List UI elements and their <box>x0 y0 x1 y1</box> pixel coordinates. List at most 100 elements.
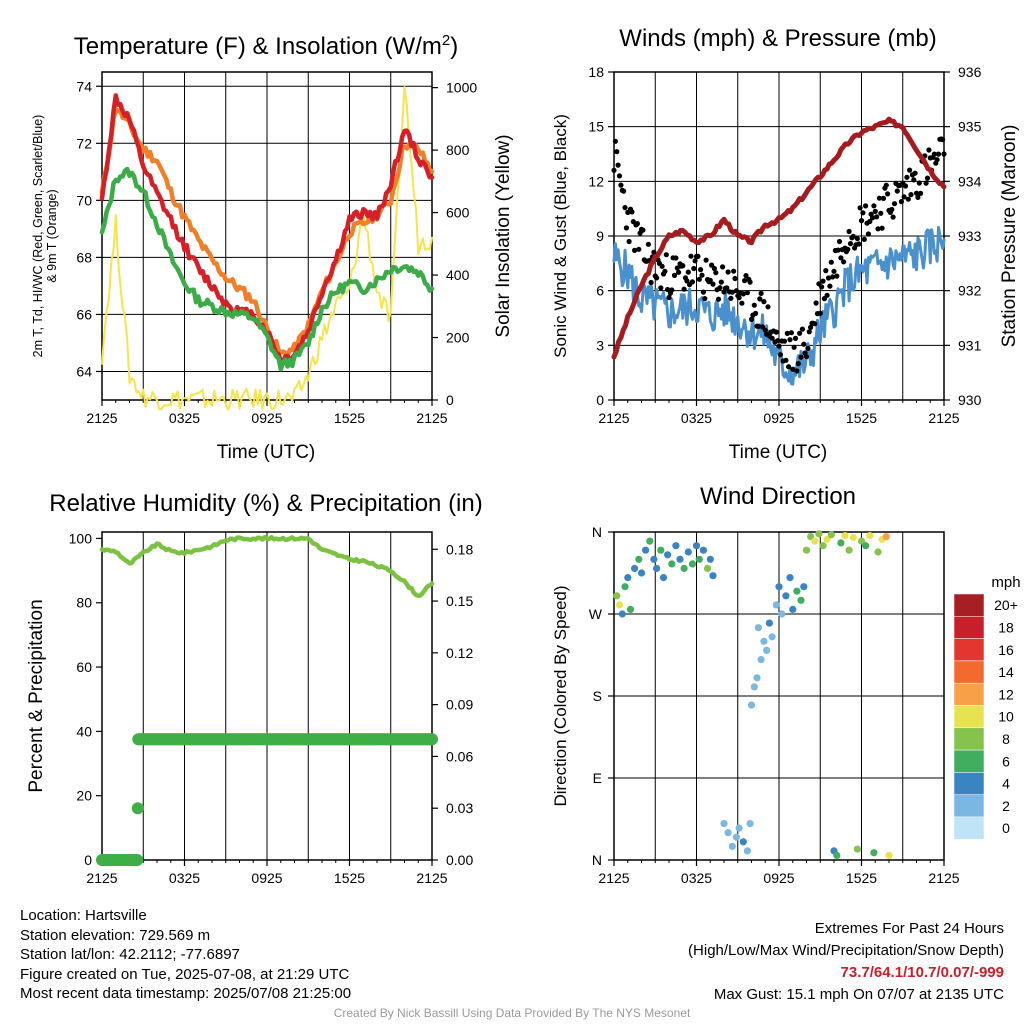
gust-point <box>758 290 764 296</box>
max-gust: Max Gust: 15.1 mph On 07/07 at 2135 UTC <box>713 986 1004 1003</box>
direction-xtick-label: 1525 <box>846 870 877 886</box>
gust-point <box>773 329 779 335</box>
gust-point <box>728 295 734 301</box>
direction-point <box>797 596 805 604</box>
direction-xtick-label: 0325 <box>681 870 712 886</box>
gust-point <box>838 255 844 261</box>
direction-point <box>664 551 672 559</box>
wind-ytick-right-label: 932 <box>958 283 982 299</box>
gust-point <box>867 218 873 225</box>
gust-point <box>695 253 701 259</box>
gust-point <box>761 299 767 305</box>
figure-created: Figure created on Tue, 2025-07-08, at 21… <box>20 965 350 983</box>
direction-point <box>853 845 862 853</box>
gust-point <box>885 191 891 197</box>
direction-point <box>845 546 853 554</box>
wind-xtick-label: 0325 <box>681 410 712 426</box>
gust-point <box>629 209 635 215</box>
gust-point <box>700 289 707 295</box>
colorbar-label: 8 <box>1002 731 1010 747</box>
direction-point <box>668 560 676 568</box>
gust-point <box>742 278 748 284</box>
colorbar-swatch <box>953 749 985 773</box>
gust-point <box>753 310 759 316</box>
direction-point <box>807 533 815 541</box>
gust-point <box>857 205 863 211</box>
gust-point <box>717 285 723 291</box>
wind-ytick-right-label: 933 <box>958 228 982 244</box>
gust-point <box>904 174 910 180</box>
gust-point <box>891 201 898 207</box>
gust-point <box>611 167 617 173</box>
gust-point <box>732 275 738 282</box>
wind-pressure-panel: Winds (mph) & Pressure (mb) Time (UTC) S… <box>551 25 1020 463</box>
gust-point <box>707 277 713 283</box>
temperature-xtick-label: 0925 <box>251 410 282 426</box>
temperature-title: Temperature (F) & Insolation (W/m2) <box>74 32 458 60</box>
humidity-ytick-right-label: 0.09 <box>446 697 473 713</box>
wind-pressure-title: Winds (mph) & Pressure (mb) <box>619 25 936 52</box>
gust-point <box>792 335 799 341</box>
gust-point <box>835 247 841 253</box>
gust-point <box>715 296 722 302</box>
gust-point <box>645 241 652 247</box>
gust-point <box>791 344 797 350</box>
direction-point <box>746 820 754 828</box>
wind-ytick-right-label: 934 <box>958 173 982 189</box>
temperature-xtick-label: 2125 <box>86 410 117 426</box>
gust-point <box>908 192 914 198</box>
direction-point <box>841 532 849 540</box>
gust-point <box>781 338 788 344</box>
humidity-ytick-right-label: 0.12 <box>446 645 473 661</box>
gust-point <box>654 275 660 281</box>
wind-xtick-label: 0925 <box>763 410 794 426</box>
gust-point <box>711 265 718 272</box>
temperature-ytick-label: 70 <box>76 192 92 208</box>
gust-point <box>788 330 795 336</box>
direction-point <box>692 542 701 550</box>
temperature-ylabel-left-line1: 2m T, Td, HI/WC (Red, Green, Scarlet/Blu… <box>31 115 45 358</box>
humidity-xtick-label: 2125 <box>86 870 117 886</box>
direction-xtick-label: 0925 <box>763 870 794 886</box>
wind-direction-title: Wind Direction <box>700 483 856 510</box>
gust-point <box>898 199 905 205</box>
gust-point <box>916 180 922 186</box>
gust-point <box>875 226 881 232</box>
gust-point <box>806 329 812 335</box>
gust-point <box>658 285 664 291</box>
recent-timestamp: Most recent data timestamp: 2025/07/08 2… <box>20 985 352 1003</box>
gust-point <box>751 302 757 308</box>
gust-point <box>876 195 883 201</box>
wind-pressure-xlabel: Time (UTC) <box>729 442 828 463</box>
direction-point <box>613 592 621 600</box>
gust-point <box>911 177 917 183</box>
precip-point <box>426 733 438 746</box>
colorbar-label: 10 <box>998 709 1014 725</box>
humidity-ytick-right-label: 0.18 <box>446 541 473 557</box>
gust-point <box>747 279 753 285</box>
gust-point <box>689 279 696 285</box>
colorbar-swatch <box>953 638 985 662</box>
gust-point <box>827 283 833 289</box>
temperature-ytick-label: 68 <box>76 249 92 265</box>
gust-point <box>847 241 854 247</box>
direction-point <box>695 555 703 563</box>
gust-point <box>797 330 803 336</box>
direction-point <box>750 683 758 691</box>
extremes-values: 73.7/64.1/10.7/0.07/-999 <box>840 964 1004 981</box>
direction-point <box>650 555 658 563</box>
direction-point <box>735 824 743 832</box>
gust-point <box>850 233 856 239</box>
precip-point <box>131 802 144 815</box>
humidity-ytick-label: 80 <box>76 595 92 611</box>
gust-point <box>685 269 691 275</box>
colorbar-label: 4 <box>1002 776 1010 792</box>
gust-point <box>794 368 800 374</box>
colorbar-swatch <box>953 816 985 840</box>
gust-point <box>743 273 749 279</box>
direction-point <box>849 533 857 542</box>
gust-point <box>865 231 872 237</box>
direction-point <box>672 542 680 550</box>
gust-point <box>731 268 737 274</box>
humidity-ytick-right-label: 0.15 <box>446 593 473 609</box>
